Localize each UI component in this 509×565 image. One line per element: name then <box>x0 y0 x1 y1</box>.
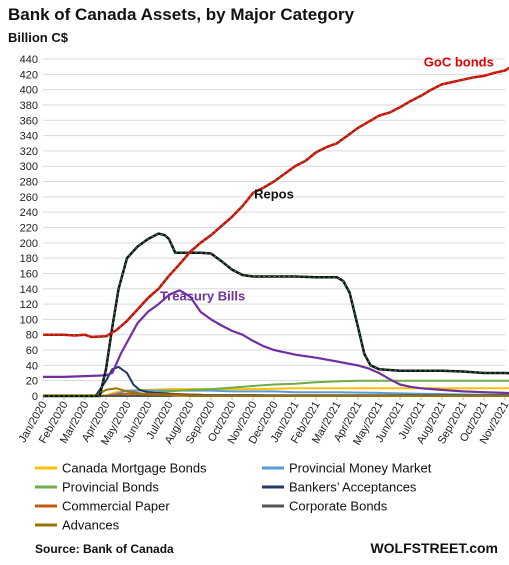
legend-label: Provincial Bonds <box>62 480 159 495</box>
legend: Canada Mortgage Bonds Provincial Money Ma… <box>35 461 432 533</box>
series-annotations: GoC bonds Repos Treasury Bills <box>160 55 494 304</box>
y-tick-label: 380 <box>20 100 38 112</box>
y-tick-label: 400 <box>20 85 38 97</box>
y-tick-label: 340 <box>20 131 38 143</box>
y-tick-label: 40 <box>26 360 38 372</box>
y-tick-label: 100 <box>20 314 38 326</box>
legend-label: Advances <box>62 518 120 533</box>
x-tick-labels: Jan/2020Feb/2020Mar/2020Apr/2020May/2020… <box>17 396 509 447</box>
annotation-label: GoC bonds <box>424 55 494 70</box>
y-tick-label: 320 <box>20 146 38 158</box>
y-tick-label: 80 <box>26 330 38 342</box>
series-line-goc-bonds <box>43 66 509 339</box>
legend-label: Commercial Paper <box>62 499 170 514</box>
legend-label: Corporate Bonds <box>289 499 388 514</box>
chart-title: Bank of Canada Assets, by Major Category <box>8 5 355 24</box>
plot-area <box>43 66 509 398</box>
legend-label: Provincial Money Market <box>289 461 432 476</box>
y-tick-label: 360 <box>20 115 38 127</box>
series-line-provincial-money-market <box>43 389 509 397</box>
legend-label: Canada Mortgage Bonds <box>62 461 207 476</box>
y-tick-label: 180 <box>20 253 38 265</box>
legend-label: Bankers’ Acceptances <box>289 480 417 495</box>
annotation-label: Treasury Bills <box>160 288 245 303</box>
y-tick-label: 200 <box>20 238 38 250</box>
y-tick-label: 60 <box>26 345 38 357</box>
series-overlay-repos <box>43 233 509 397</box>
y-tick-label: 420 <box>20 69 38 81</box>
y-tick-label: 160 <box>20 268 38 280</box>
y-tick-label: 280 <box>20 177 38 189</box>
y-tick-label: 260 <box>20 192 38 204</box>
y-tick-label: 0 <box>32 391 38 403</box>
y-tick-label: 120 <box>20 299 38 311</box>
y-tick-label: 20 <box>26 376 38 388</box>
source-note: Source: Bank of Canada <box>35 542 174 556</box>
annotation-label: Repos <box>254 186 294 201</box>
y-axis-label: Billion C$ <box>8 30 69 45</box>
y-tick-label: 140 <box>20 284 38 296</box>
series-line-treasury-bills <box>43 289 509 395</box>
y-tick-label: 300 <box>20 161 38 173</box>
series-overlay-goc-bonds <box>43 67 509 338</box>
gridlines <box>43 58 505 397</box>
brand-label: WOLFSTREET.com <box>370 540 498 556</box>
y-tick-label: 440 <box>20 54 38 66</box>
y-tick-label: 220 <box>20 223 38 235</box>
y-tick-labels: 0 20 40 60 80 100 120 140 160 180 200 220 240 260 280 3… <box>20 54 38 403</box>
y-tick-label: 240 <box>20 207 38 219</box>
